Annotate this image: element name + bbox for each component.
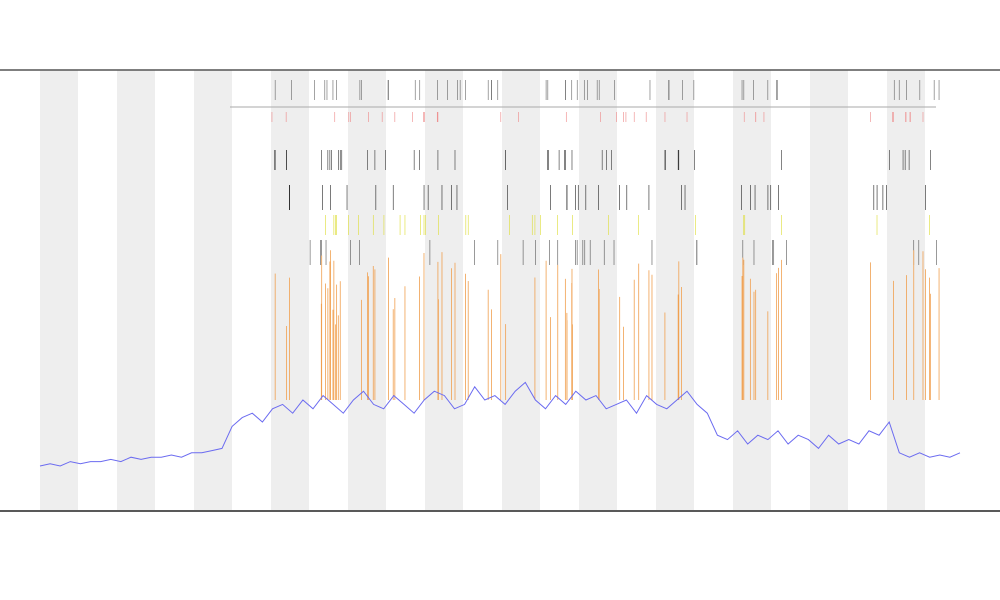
- band: [40, 70, 78, 510]
- band: [579, 70, 617, 510]
- band: [733, 70, 771, 510]
- band: [502, 70, 540, 510]
- band: [425, 70, 463, 510]
- band: [656, 70, 694, 510]
- band: [810, 70, 848, 510]
- background-bands: [40, 70, 925, 510]
- band: [194, 70, 232, 510]
- event-marks: [271, 80, 940, 400]
- band: [887, 70, 925, 510]
- band: [271, 70, 309, 510]
- data-line: [39, 381, 961, 467]
- band: [117, 70, 155, 510]
- band: [348, 70, 386, 510]
